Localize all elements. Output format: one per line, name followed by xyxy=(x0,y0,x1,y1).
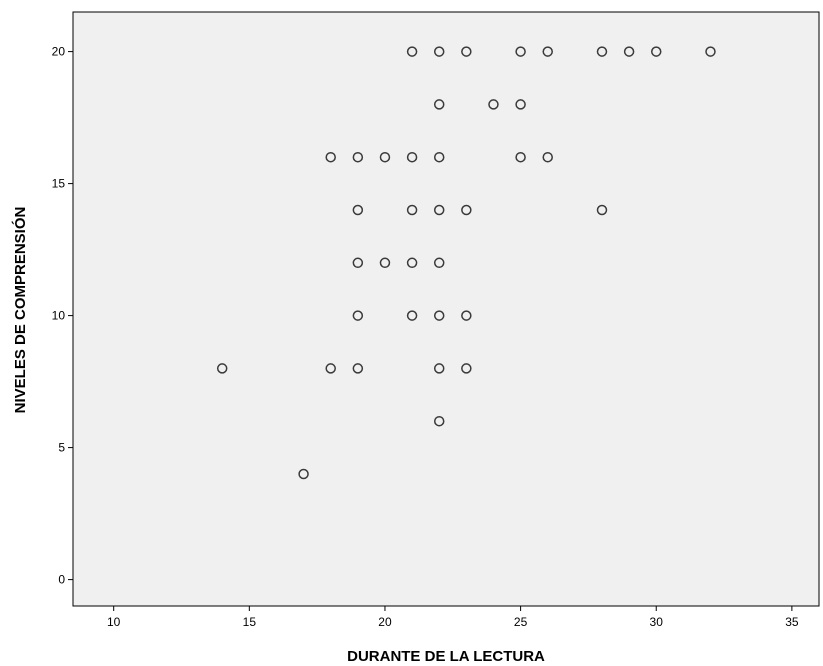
y-axis: 0 5 10 15 20 xyxy=(52,45,73,587)
data-point xyxy=(542,151,553,163)
y-tick-label: 0 xyxy=(58,573,65,587)
data-point xyxy=(461,363,472,374)
data-point xyxy=(352,363,364,374)
data-point xyxy=(406,310,418,321)
data-point xyxy=(433,204,445,216)
x-tick-label: 25 xyxy=(514,615,528,629)
data-point xyxy=(705,46,716,57)
x-tick-label: 30 xyxy=(650,615,664,629)
data-point xyxy=(352,257,364,269)
data-point xyxy=(461,46,472,57)
data-point xyxy=(379,257,391,269)
data-point xyxy=(379,151,391,163)
data-point xyxy=(406,204,418,216)
x-tick-label: 35 xyxy=(785,615,799,629)
y-axis-title: NIVELES DE COMPRENSIÓN xyxy=(11,207,29,414)
data-point xyxy=(352,151,364,163)
data-point xyxy=(433,257,445,269)
data-point xyxy=(461,310,472,321)
data-point xyxy=(325,363,336,374)
y-tick-label: 5 xyxy=(58,441,65,455)
data-point xyxy=(352,310,364,321)
data-point xyxy=(406,151,418,163)
data-point xyxy=(216,363,228,374)
data-point xyxy=(433,151,445,163)
x-tick-label: 10 xyxy=(107,615,121,629)
data-point xyxy=(433,46,445,57)
plot-area xyxy=(72,11,820,607)
data-points xyxy=(216,46,716,480)
data-point xyxy=(596,204,608,216)
data-point xyxy=(542,46,553,57)
data-point xyxy=(515,151,526,163)
y-tick-label: 10 xyxy=(52,309,66,323)
data-point xyxy=(433,363,445,374)
data-point xyxy=(352,204,364,216)
data-point xyxy=(433,99,445,110)
x-axis: 10 15 20 25 30 35 xyxy=(107,606,799,629)
data-point xyxy=(488,99,499,110)
data-point xyxy=(433,415,445,427)
data-point xyxy=(650,46,662,57)
data-point xyxy=(298,468,309,480)
data-point xyxy=(461,204,472,216)
data-point xyxy=(406,46,418,57)
data-point xyxy=(596,46,608,57)
data-point xyxy=(515,46,526,57)
data-point xyxy=(515,99,526,110)
x-tick-label: 15 xyxy=(243,615,257,629)
y-tick-label: 20 xyxy=(52,45,66,59)
x-axis-title: DURANTE DE LA LECTURA xyxy=(347,648,545,665)
data-point xyxy=(325,151,336,163)
x-tick-label: 20 xyxy=(378,615,392,629)
y-tick-label: 15 xyxy=(52,177,66,191)
data-point xyxy=(433,310,445,321)
data-point xyxy=(406,257,418,269)
data-point xyxy=(623,46,635,57)
